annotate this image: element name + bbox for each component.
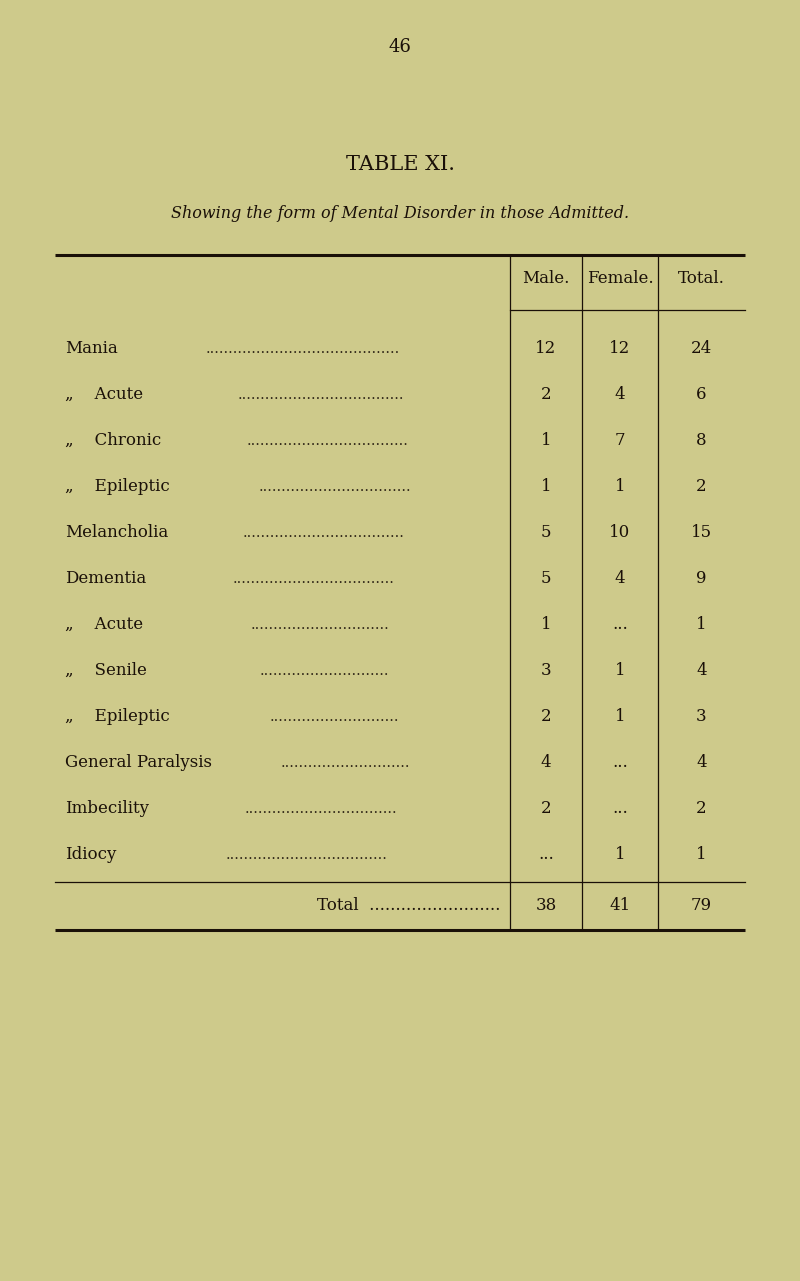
- Text: ............................: ............................: [270, 710, 399, 724]
- Text: 4: 4: [614, 570, 626, 587]
- Text: 1: 1: [614, 708, 626, 725]
- Text: Female.: Female.: [586, 270, 654, 287]
- Text: ...: ...: [538, 845, 554, 863]
- Text: 7: 7: [614, 432, 626, 450]
- Text: „    Chronic: „ Chronic: [65, 432, 162, 450]
- Text: 3: 3: [696, 708, 707, 725]
- Text: General Paralysis: General Paralysis: [65, 755, 212, 771]
- Text: 1: 1: [541, 616, 551, 633]
- Text: 1: 1: [696, 616, 707, 633]
- Text: Showing the form of Mental Disorder in those Admitted.: Showing the form of Mental Disorder in t…: [171, 205, 629, 222]
- Text: .................................: .................................: [258, 480, 411, 494]
- Text: ...: ...: [612, 755, 628, 771]
- Text: 41: 41: [610, 897, 630, 915]
- Text: Total.: Total.: [678, 270, 725, 287]
- Text: 3: 3: [541, 662, 551, 679]
- Text: 1: 1: [541, 478, 551, 494]
- Text: ............................: ............................: [280, 756, 410, 770]
- Text: „    Senile: „ Senile: [65, 662, 147, 679]
- Text: 4: 4: [614, 386, 626, 404]
- Text: 12: 12: [610, 339, 630, 357]
- Text: ....................................: ....................................: [238, 388, 404, 402]
- Text: 6: 6: [696, 386, 706, 404]
- Text: Melancholia: Melancholia: [65, 524, 168, 541]
- Text: ...................................: ...................................: [233, 573, 394, 585]
- Text: 5: 5: [541, 524, 551, 541]
- Text: 5: 5: [541, 570, 551, 587]
- Text: 1: 1: [614, 662, 626, 679]
- Text: 8: 8: [696, 432, 707, 450]
- Text: 4: 4: [696, 755, 707, 771]
- Text: „    Acute: „ Acute: [65, 616, 143, 633]
- Text: Total  .........................: Total .........................: [317, 897, 500, 915]
- Text: 2: 2: [541, 386, 551, 404]
- Text: 2: 2: [541, 708, 551, 725]
- Text: „    Epileptic: „ Epileptic: [65, 708, 170, 725]
- Text: ............................: ............................: [259, 664, 389, 678]
- Text: .................................: .................................: [244, 802, 397, 816]
- Text: 1: 1: [614, 845, 626, 863]
- Text: 4: 4: [541, 755, 551, 771]
- Text: ...................................: ...................................: [246, 434, 409, 448]
- Text: 79: 79: [691, 897, 712, 915]
- Text: 1: 1: [614, 478, 626, 494]
- Text: ...................................: ...................................: [226, 848, 387, 862]
- Text: 2: 2: [696, 478, 707, 494]
- Text: 46: 46: [389, 38, 411, 56]
- Text: ...................................: ...................................: [243, 526, 405, 541]
- Text: „    Epileptic: „ Epileptic: [65, 478, 170, 494]
- Text: ..............................: ..............................: [251, 617, 390, 632]
- Text: 12: 12: [535, 339, 557, 357]
- Text: 15: 15: [691, 524, 712, 541]
- Text: TABLE XI.: TABLE XI.: [346, 155, 454, 174]
- Text: Mania: Mania: [65, 339, 118, 357]
- Text: 24: 24: [691, 339, 712, 357]
- Text: Male.: Male.: [522, 270, 570, 287]
- Text: Dementia: Dementia: [65, 570, 146, 587]
- Text: 38: 38: [535, 897, 557, 915]
- Text: 1: 1: [696, 845, 707, 863]
- Text: Imbecility: Imbecility: [65, 801, 149, 817]
- Text: ...: ...: [612, 616, 628, 633]
- Text: Idiocy: Idiocy: [65, 845, 116, 863]
- Text: „    Acute: „ Acute: [65, 386, 143, 404]
- Text: 10: 10: [610, 524, 630, 541]
- Text: 2: 2: [541, 801, 551, 817]
- Text: ...: ...: [612, 801, 628, 817]
- Text: 9: 9: [696, 570, 706, 587]
- Text: 2: 2: [696, 801, 707, 817]
- Text: 4: 4: [696, 662, 707, 679]
- Text: ..........................................: ........................................…: [206, 342, 400, 356]
- Text: 1: 1: [541, 432, 551, 450]
